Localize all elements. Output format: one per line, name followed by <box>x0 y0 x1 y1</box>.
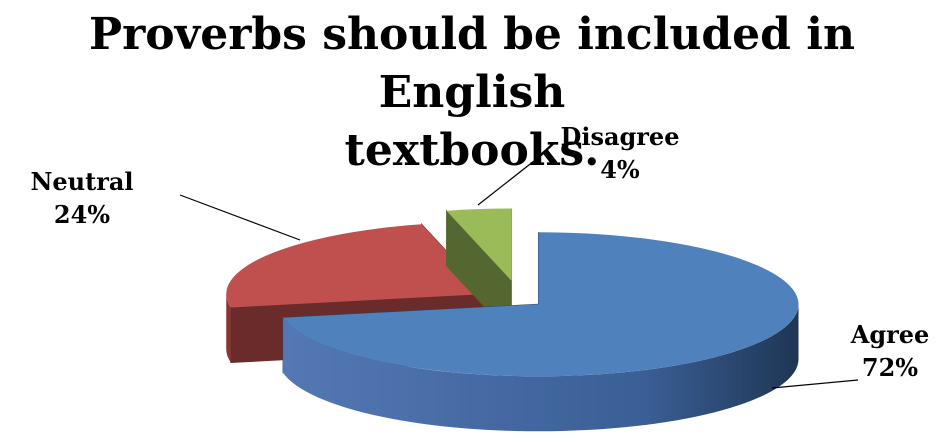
pie-labels: Agree 72% Neutral 24% Disagree 4% <box>30 122 930 389</box>
chart-title-line-1: Proverbs should be included in English <box>89 9 855 118</box>
label-value-agree: 72% <box>862 353 918 382</box>
chart-title: Proverbs should be included in English t… <box>0 6 944 180</box>
label-value-neutral: 24% <box>54 200 110 229</box>
pie-slice-agree <box>282 232 799 432</box>
leader-line-neutral <box>179 194 301 241</box>
leader-line-disagree <box>477 149 549 206</box>
label-category-agree: Agree <box>850 320 930 349</box>
chart-title-line-2: textbooks. <box>344 125 600 176</box>
label-category-disagree: Disagree <box>561 122 680 151</box>
label-value-disagree: 4% <box>600 155 640 184</box>
pie-slices <box>226 208 799 432</box>
pie-slice-disagree <box>446 208 512 337</box>
leader-line-agree <box>771 379 859 389</box>
label-category-neutral: Neutral <box>30 167 133 196</box>
